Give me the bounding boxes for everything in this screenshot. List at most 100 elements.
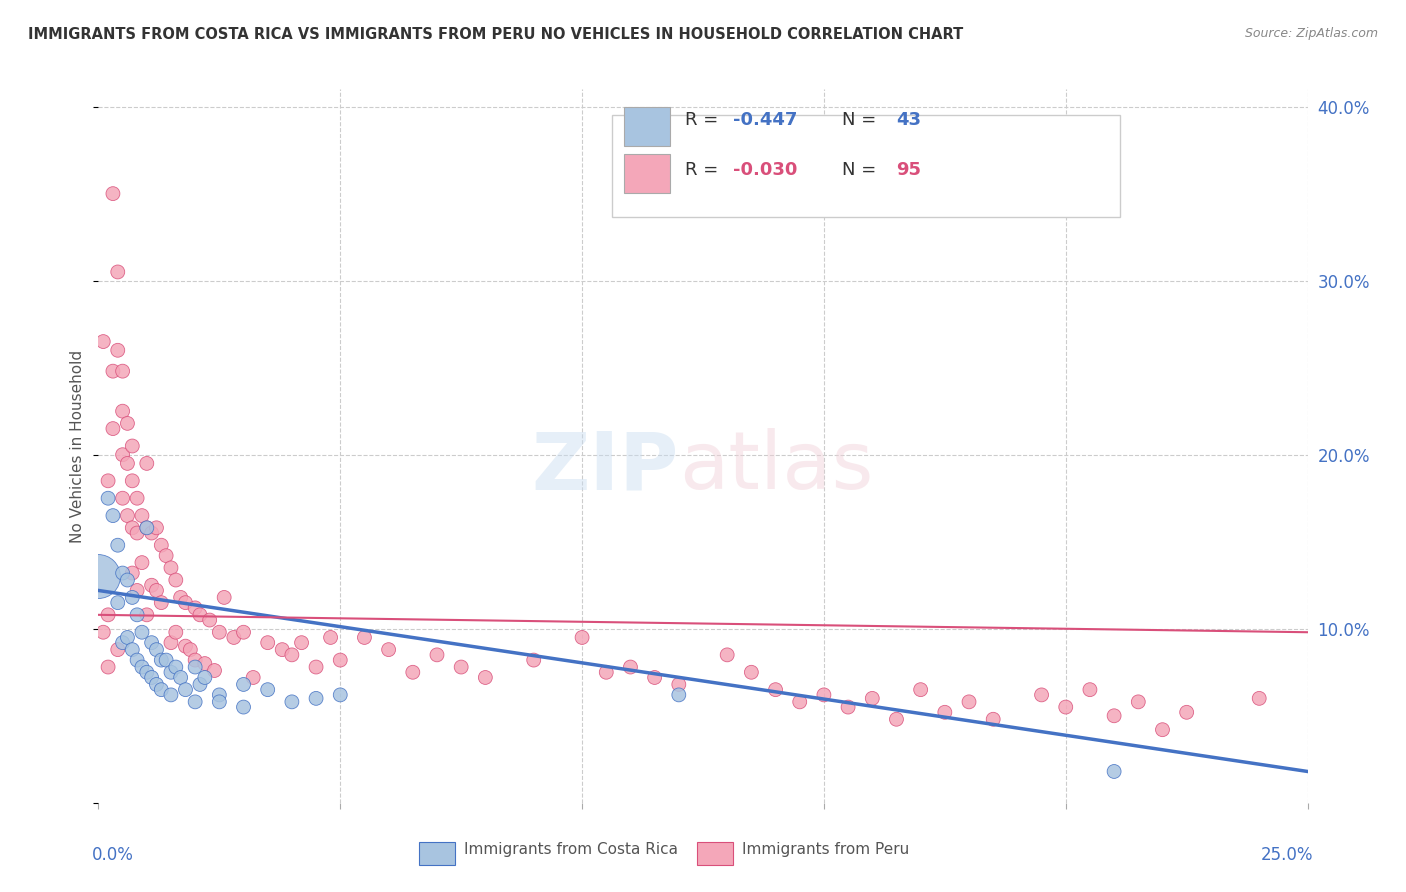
FancyBboxPatch shape bbox=[624, 154, 671, 194]
Point bbox=[135, 521, 157, 535]
Point bbox=[91, 334, 114, 349]
Point bbox=[256, 635, 278, 649]
Point bbox=[789, 695, 811, 709]
Text: 43: 43 bbox=[897, 111, 921, 128]
Point bbox=[141, 671, 163, 685]
Point bbox=[934, 706, 956, 720]
Point bbox=[135, 665, 157, 680]
Point bbox=[188, 607, 211, 622]
Point bbox=[426, 648, 449, 662]
Point bbox=[668, 677, 690, 691]
Point bbox=[837, 700, 859, 714]
Point bbox=[204, 664, 226, 678]
Point bbox=[860, 691, 883, 706]
Point bbox=[165, 625, 187, 640]
Point bbox=[135, 607, 157, 622]
Point bbox=[179, 642, 201, 657]
Point bbox=[97, 607, 120, 622]
Text: Source: ZipAtlas.com: Source: ZipAtlas.com bbox=[1244, 27, 1378, 40]
Point bbox=[127, 526, 149, 541]
Point bbox=[169, 671, 191, 685]
Point bbox=[281, 695, 304, 709]
Point bbox=[141, 578, 163, 592]
Point bbox=[150, 682, 173, 697]
Point bbox=[111, 635, 134, 649]
Point bbox=[571, 631, 593, 645]
Point bbox=[121, 474, 143, 488]
Point bbox=[131, 660, 153, 674]
Point bbox=[145, 677, 167, 691]
Point bbox=[165, 573, 187, 587]
Point bbox=[121, 642, 143, 657]
Text: -0.030: -0.030 bbox=[734, 161, 797, 178]
Point bbox=[145, 583, 167, 598]
Point bbox=[135, 521, 157, 535]
Point bbox=[716, 648, 738, 662]
Point bbox=[155, 549, 177, 563]
Point bbox=[131, 508, 153, 523]
Point bbox=[281, 648, 304, 662]
Point bbox=[160, 635, 183, 649]
Point bbox=[117, 417, 139, 431]
Point bbox=[184, 600, 207, 615]
Point bbox=[111, 448, 134, 462]
Point bbox=[121, 521, 143, 535]
Point bbox=[97, 491, 120, 506]
Point bbox=[329, 653, 352, 667]
Point bbox=[111, 404, 134, 418]
Point bbox=[97, 474, 120, 488]
Point bbox=[107, 596, 129, 610]
Point bbox=[619, 660, 641, 674]
Point bbox=[353, 631, 375, 645]
Point bbox=[160, 688, 183, 702]
Point bbox=[91, 625, 114, 640]
FancyBboxPatch shape bbox=[624, 107, 671, 146]
Point bbox=[188, 677, 211, 691]
Point bbox=[121, 566, 143, 580]
Point bbox=[256, 682, 278, 697]
Point bbox=[271, 642, 294, 657]
Point bbox=[523, 653, 546, 667]
Point bbox=[150, 538, 173, 552]
Point bbox=[981, 712, 1004, 726]
Text: R =: R = bbox=[685, 161, 724, 178]
Text: -0.447: -0.447 bbox=[734, 111, 797, 128]
Point bbox=[160, 665, 183, 680]
Point bbox=[1128, 695, 1150, 709]
Point bbox=[111, 364, 134, 378]
Point bbox=[1102, 764, 1125, 779]
Point bbox=[174, 639, 197, 653]
Point bbox=[141, 635, 163, 649]
Point bbox=[1102, 708, 1125, 723]
Text: Immigrants from Costa Rica: Immigrants from Costa Rica bbox=[464, 842, 678, 856]
Point bbox=[377, 642, 399, 657]
Point bbox=[150, 653, 173, 667]
Point bbox=[131, 556, 153, 570]
Point bbox=[107, 538, 129, 552]
Point bbox=[194, 657, 217, 671]
Point bbox=[232, 625, 254, 640]
Point bbox=[402, 665, 425, 680]
Point bbox=[305, 660, 328, 674]
Point bbox=[1175, 706, 1198, 720]
Point bbox=[150, 596, 173, 610]
Y-axis label: No Vehicles in Household: No Vehicles in Household bbox=[70, 350, 86, 542]
Point bbox=[740, 665, 762, 680]
Text: N =: N = bbox=[842, 111, 882, 128]
Point bbox=[107, 642, 129, 657]
Text: 25.0%: 25.0% bbox=[1261, 846, 1313, 863]
Text: 95: 95 bbox=[897, 161, 921, 178]
Point bbox=[242, 671, 264, 685]
FancyBboxPatch shape bbox=[613, 115, 1121, 217]
Point bbox=[127, 583, 149, 598]
FancyBboxPatch shape bbox=[697, 842, 734, 865]
Point bbox=[305, 691, 328, 706]
Text: ZIP: ZIP bbox=[531, 428, 679, 507]
Point bbox=[184, 653, 207, 667]
Point bbox=[111, 491, 134, 506]
Point bbox=[101, 364, 124, 378]
Point bbox=[127, 607, 149, 622]
FancyBboxPatch shape bbox=[419, 842, 456, 865]
Point bbox=[198, 613, 221, 627]
Point bbox=[910, 682, 932, 697]
